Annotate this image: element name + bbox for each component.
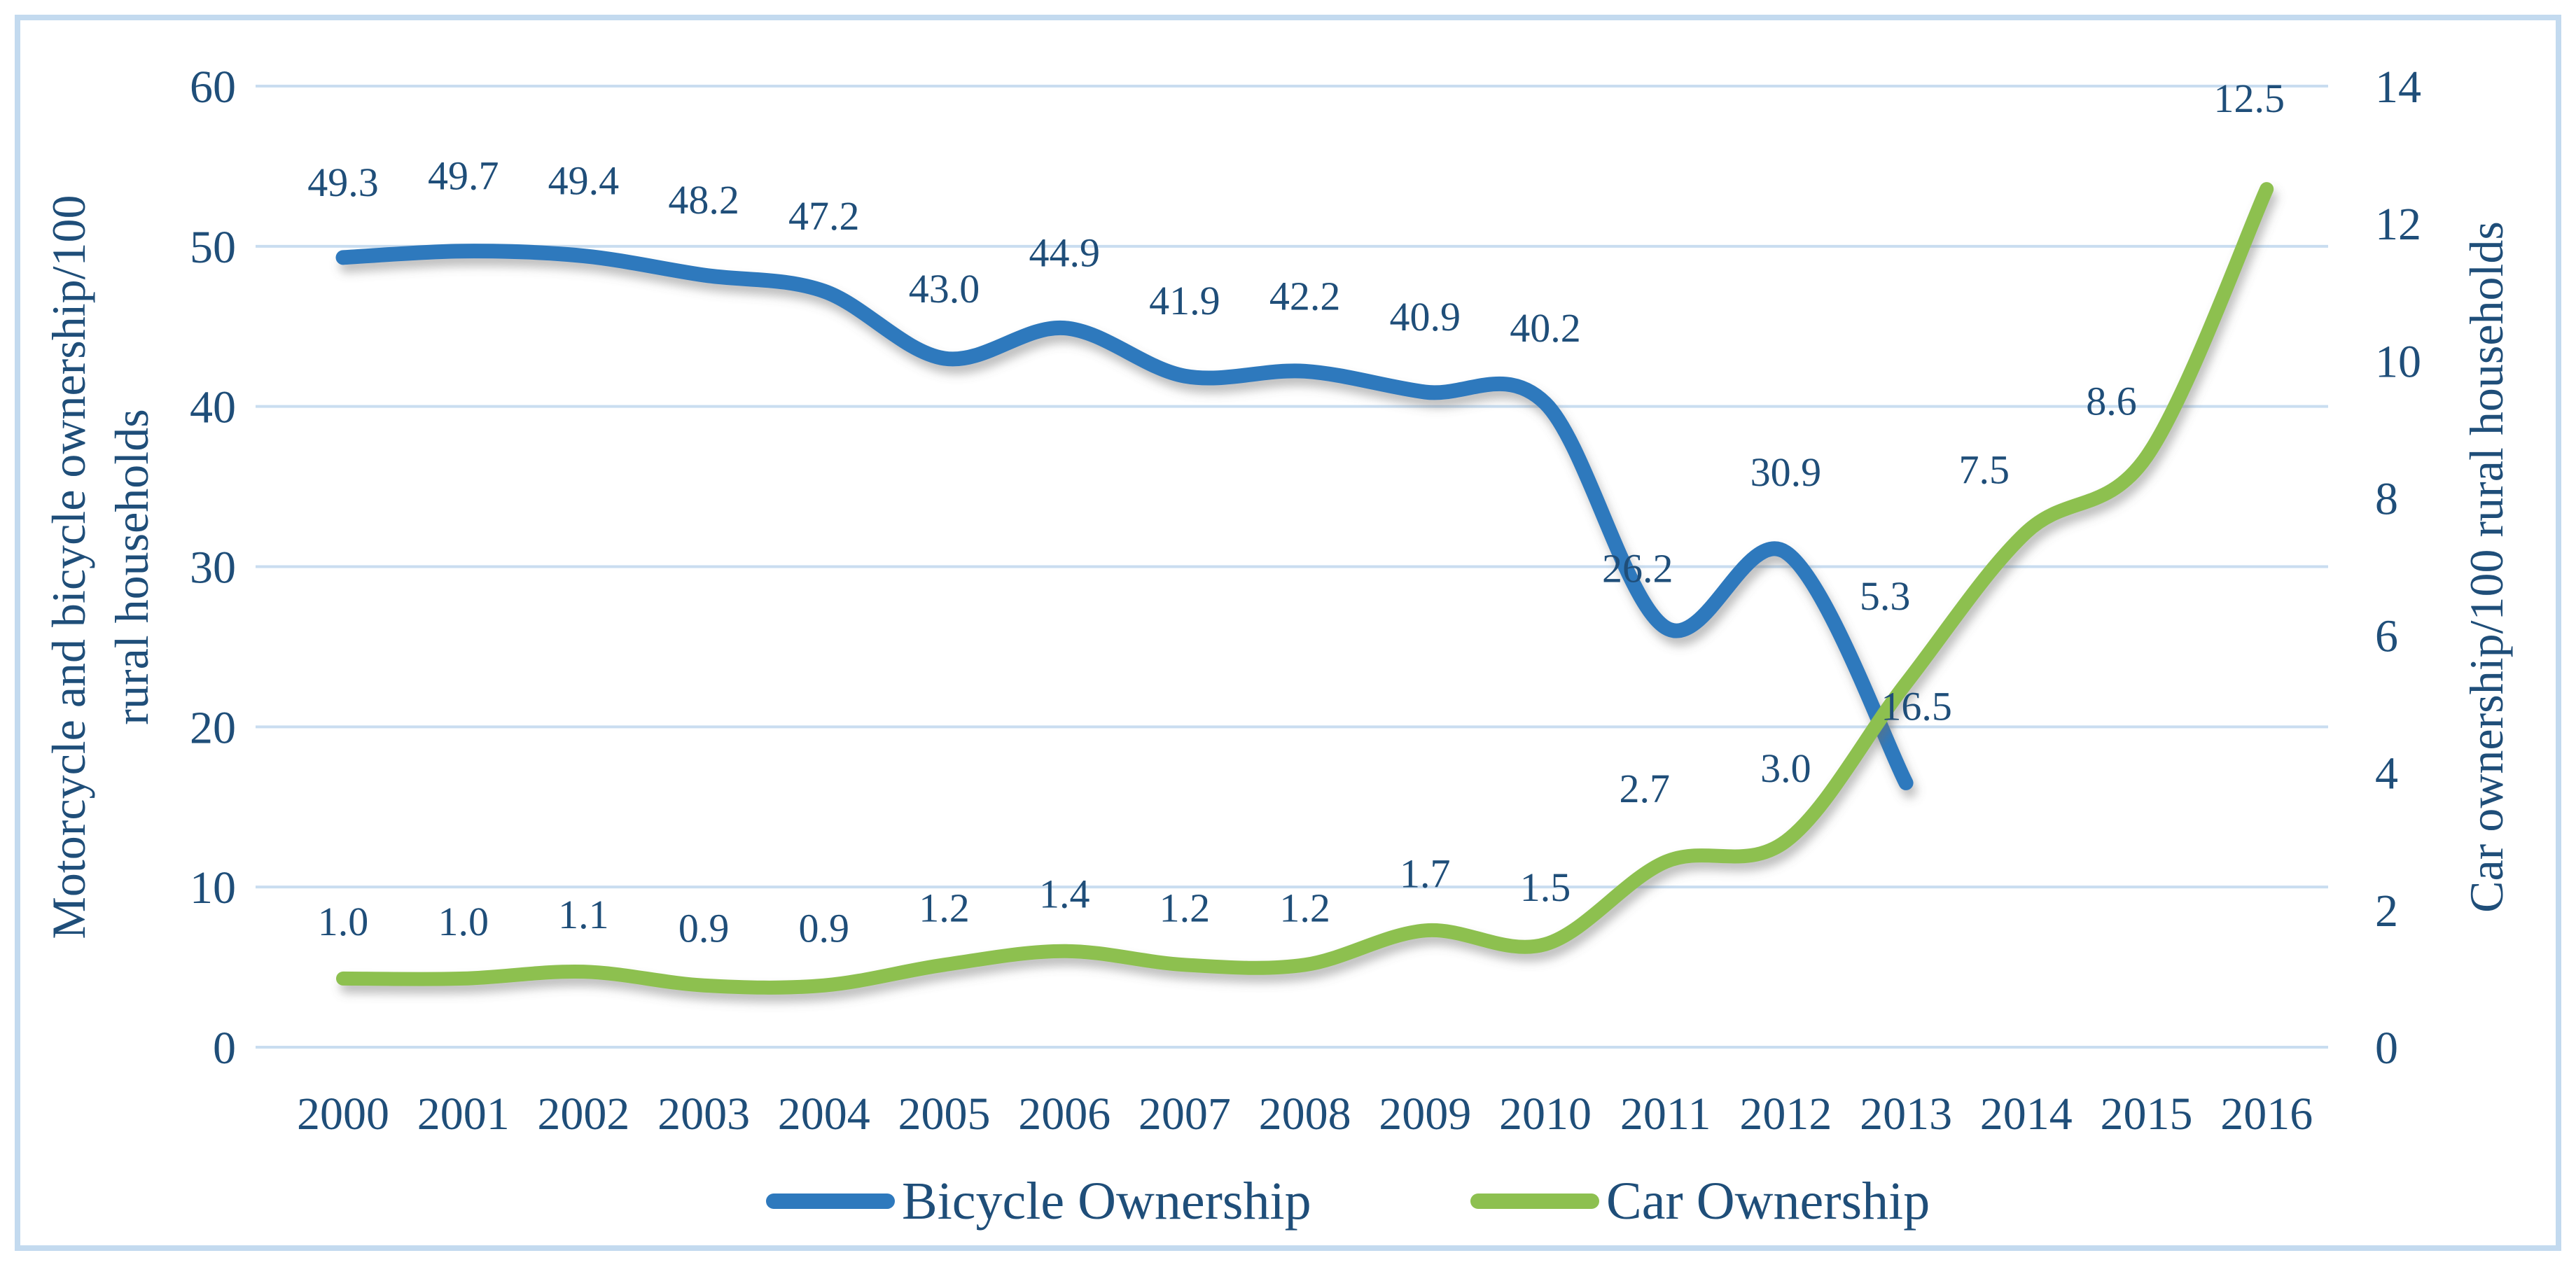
year-label: 2008 — [1259, 1088, 1351, 1140]
data-label-car: 0.9 — [678, 906, 730, 951]
data-label-car: 0.9 — [799, 906, 850, 951]
year-label: 2002 — [537, 1088, 629, 1140]
left-tick-label: 10 — [190, 862, 236, 913]
right-tick-label: 8 — [2375, 473, 2398, 524]
chart-border — [15, 15, 2561, 1251]
data-label-bicycle: 49.7 — [428, 153, 499, 199]
data-label-bicycle: 49.4 — [548, 158, 620, 204]
data-label-bicycle: 30.9 — [1750, 449, 1822, 495]
car-line-swatch — [1470, 1194, 1599, 1209]
right-tick-label: 10 — [2375, 336, 2421, 387]
data-label-bicycle: 16.5 — [1881, 683, 1952, 729]
year-label: 2006 — [1018, 1088, 1111, 1140]
data-label-car: 2.7 — [1619, 766, 1670, 811]
left-axis-title-line1: Motorcycle and bicycle ownership/100 — [42, 195, 95, 939]
data-label-car: 5.3 — [1860, 573, 1911, 619]
year-label: 2007 — [1139, 1088, 1231, 1140]
left-tick-label: 0 — [213, 1023, 236, 1074]
right-tick-label: 6 — [2375, 611, 2398, 662]
data-label-car: 1.4 — [1039, 872, 1090, 917]
legend-label-car: Car Ownership — [1606, 1172, 1930, 1231]
data-label-car: 3.0 — [1760, 746, 1811, 791]
car-series-line — [336, 182, 2274, 995]
right-axis-title: Car ownership/100 rural households — [2460, 221, 2513, 913]
right-tick-label: 2 — [2375, 886, 2398, 937]
bicycle-line-swatch — [766, 1194, 895, 1209]
year-label: 2003 — [657, 1088, 750, 1140]
year-label: 2005 — [898, 1088, 991, 1140]
right-tick-label: 4 — [2375, 748, 2398, 799]
data-label-bicycle: 40.2 — [1510, 305, 1581, 351]
legend-item-bicycle: Bicycle Ownership — [766, 1168, 1311, 1235]
right-tick-label: 12 — [2375, 199, 2421, 250]
data-label-car: 1.7 — [1400, 850, 1451, 896]
data-label-bicycle: 47.2 — [788, 193, 860, 239]
data-label-car: 1.2 — [919, 885, 970, 930]
year-label: 2016 — [2220, 1088, 2313, 1140]
legend-item-car: Car Ownership — [1470, 1168, 1930, 1235]
right-tick-label: 0 — [2375, 1023, 2398, 1074]
data-label-bicycle: 48.2 — [668, 177, 739, 223]
data-label-bicycle: 26.2 — [1602, 545, 1673, 591]
year-label: 2013 — [1860, 1088, 1952, 1140]
legend-label-bicycle: Bicycle Ownership — [902, 1172, 1311, 1231]
year-label: 2011 — [1620, 1088, 1711, 1140]
data-label-car: 8.6 — [2086, 379, 2137, 424]
year-label: 2004 — [778, 1088, 870, 1140]
data-label-bicycle: 41.9 — [1149, 278, 1220, 323]
year-label: 2000 — [297, 1088, 389, 1140]
data-label-bicycle: 44.9 — [1029, 230, 1100, 276]
right-tick-label: 14 — [2375, 62, 2421, 113]
data-label-car: 7.5 — [1959, 447, 2010, 492]
year-label: 2014 — [1980, 1088, 2073, 1140]
left-axis-title: Motorcycle and bicycle ownership/100 rur… — [37, 195, 163, 939]
data-label-car: 12.5 — [2213, 76, 2285, 121]
data-label-car: 1.5 — [1520, 864, 1571, 910]
data-label-car: 1.2 — [1160, 885, 1211, 930]
left-axis-title-line2: rural households — [105, 409, 158, 725]
year-label: 2009 — [1379, 1088, 1471, 1140]
left-tick-label: 40 — [190, 382, 236, 433]
year-label: 2015 — [2101, 1088, 2193, 1140]
left-tick-label: 50 — [190, 222, 236, 273]
data-label-bicycle: 40.9 — [1390, 294, 1461, 340]
year-label: 2010 — [1499, 1088, 1592, 1140]
data-label-bicycle: 49.3 — [307, 160, 379, 205]
year-label: 2012 — [1739, 1088, 1832, 1140]
left-tick-label: 20 — [190, 702, 236, 753]
bicycle-series-line — [335, 244, 1914, 790]
data-label-bicycle: 43.0 — [909, 266, 980, 312]
data-label-bicycle: 42.2 — [1269, 273, 1341, 318]
left-tick-label: 30 — [190, 542, 236, 594]
data-label-car: 1.0 — [438, 899, 489, 944]
data-label-car: 1.1 — [558, 892, 609, 937]
left-tick-label: 60 — [190, 62, 236, 113]
year-label: 2001 — [417, 1088, 510, 1140]
data-label-car: 1.0 — [318, 899, 369, 944]
data-label-car: 1.2 — [1279, 885, 1330, 930]
